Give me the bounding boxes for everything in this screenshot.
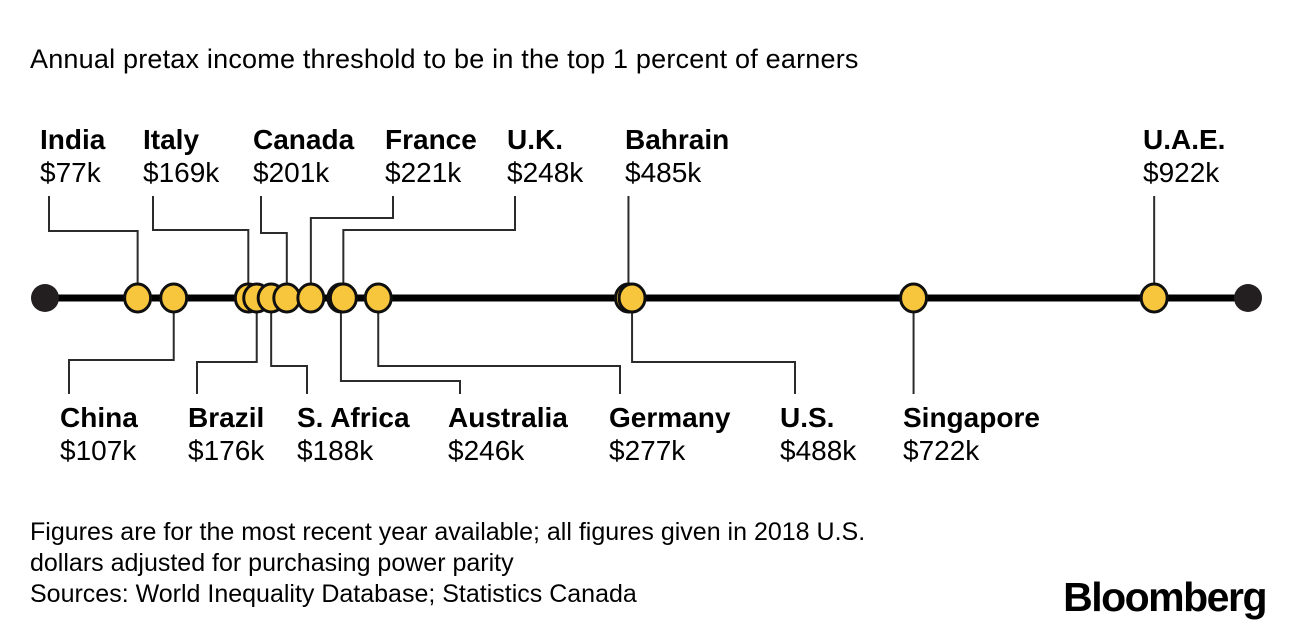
footnote-line-2: dollars adjusted for purchasing power pa…: [30, 549, 514, 577]
label-s-africa: S. Africa $188k: [297, 402, 410, 468]
label-australia: Australia $246k: [448, 402, 568, 468]
label-singapore: Singapore $722k: [903, 402, 1040, 468]
leader-line-italy: [152, 196, 250, 283]
dot-india: [123, 282, 153, 314]
label-france: France $221k: [385, 124, 477, 190]
label-u-s: U.S. $488k: [780, 402, 856, 468]
country-name: Italy: [143, 124, 200, 155]
dot-canada: [272, 282, 302, 314]
leader-line-canada: [260, 196, 288, 283]
country-name: Singapore: [903, 402, 1040, 433]
country-value: $485k: [625, 156, 702, 188]
country-name: S. Africa: [297, 402, 410, 433]
leader-line-australia: [339, 313, 461, 394]
number-line-end-dot: [1234, 284, 1262, 312]
country-name: China: [60, 402, 138, 433]
leader-line-u-k: [342, 196, 516, 283]
country-name: U.S.: [780, 402, 835, 433]
label-brazil: Brazil $176k: [188, 402, 264, 468]
label-u-k: U.K. $248k: [507, 124, 583, 190]
dot-germany: [363, 282, 393, 314]
label-germany: Germany $277k: [609, 402, 730, 468]
country-value: $176k: [188, 434, 265, 466]
leader-line-china: [68, 313, 175, 394]
chart-title: Annual pretax income threshold to be in …: [30, 44, 859, 74]
dot-singapore: [899, 282, 929, 314]
country-value: $107k: [60, 434, 137, 466]
dot-u-s: [617, 282, 647, 314]
country-value: $248k: [507, 156, 584, 188]
country-value: $722k: [903, 434, 980, 466]
country-name: U.K.: [507, 124, 563, 155]
country-value: $188k: [297, 434, 374, 466]
country-name: Brazil: [188, 402, 265, 433]
country-value: $169k: [143, 156, 220, 188]
country-value: $221k: [385, 156, 462, 188]
label-italy: Italy $169k: [143, 124, 219, 190]
dot-china: [159, 282, 189, 314]
sources-line: Sources: World Inequality Database; Stat…: [30, 580, 637, 608]
leader-line-france: [309, 196, 394, 283]
country-value: $201k: [253, 156, 330, 188]
country-value: $488k: [780, 434, 857, 466]
footnote: Figures are for the most recent year ava…: [30, 517, 865, 610]
country-name: Australia: [448, 402, 568, 433]
leader-line-brazil: [196, 313, 258, 394]
country-name: U.A.E.: [1143, 124, 1226, 155]
country-name: India: [40, 124, 106, 155]
leader-line-india: [48, 196, 139, 283]
label-canada: Canada $201k: [253, 124, 354, 190]
leader-line-s-africa: [270, 313, 308, 394]
country-name: Canada: [253, 124, 355, 155]
leader-line-germany: [377, 313, 621, 394]
footnote-line-1: Figures are for the most recent year ava…: [30, 518, 866, 546]
leader-line-u-s: [631, 313, 796, 394]
number-line-start-dot: [31, 284, 59, 312]
country-name: Germany: [609, 402, 731, 433]
dot-u-k: [328, 282, 358, 314]
label-china: China $107k: [60, 402, 138, 468]
country-value: $246k: [448, 434, 525, 466]
bloomberg-logo: Bloomberg: [1063, 574, 1267, 620]
label-u-a-e: U.A.E. $922k: [1143, 124, 1225, 190]
label-bahrain: Bahrain $485k: [625, 124, 729, 190]
country-value: $77k: [40, 156, 101, 188]
dot-u-a-e: [1139, 282, 1169, 314]
dot-france: [296, 282, 326, 314]
country-name: France: [385, 124, 477, 155]
country-value: $277k: [609, 434, 686, 466]
country-name: Bahrain: [625, 124, 730, 155]
country-value: $922k: [1143, 156, 1220, 188]
label-india: India $77k: [40, 124, 105, 190]
